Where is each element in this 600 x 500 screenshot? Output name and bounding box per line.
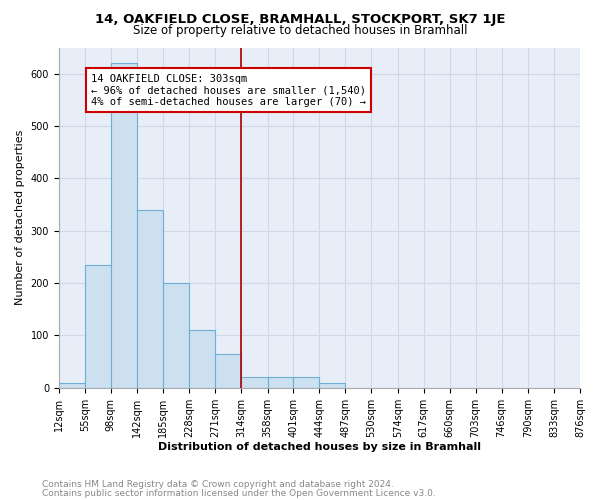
- Text: 14, OAKFIELD CLOSE, BRAMHALL, STOCKPORT, SK7 1JE: 14, OAKFIELD CLOSE, BRAMHALL, STOCKPORT,…: [95, 12, 505, 26]
- Bar: [189, 330, 215, 388]
- Text: Contains HM Land Registry data © Crown copyright and database right 2024.: Contains HM Land Registry data © Crown c…: [42, 480, 394, 489]
- Bar: [241, 378, 268, 388]
- Text: Size of property relative to detached houses in Bramhall: Size of property relative to detached ho…: [133, 24, 467, 37]
- Bar: [215, 354, 241, 388]
- Bar: [137, 210, 163, 388]
- Text: Contains public sector information licensed under the Open Government Licence v3: Contains public sector information licen…: [42, 488, 436, 498]
- Bar: [59, 382, 85, 388]
- Text: 14 OAKFIELD CLOSE: 303sqm
← 96% of detached houses are smaller (1,540)
4% of sem: 14 OAKFIELD CLOSE: 303sqm ← 96% of detac…: [91, 74, 366, 107]
- Bar: [268, 378, 293, 388]
- Bar: [163, 283, 189, 388]
- Y-axis label: Number of detached properties: Number of detached properties: [15, 130, 25, 306]
- Bar: [293, 378, 319, 388]
- Bar: [319, 382, 346, 388]
- X-axis label: Distribution of detached houses by size in Bramhall: Distribution of detached houses by size …: [158, 442, 481, 452]
- Bar: [85, 265, 110, 388]
- Bar: [110, 63, 137, 388]
